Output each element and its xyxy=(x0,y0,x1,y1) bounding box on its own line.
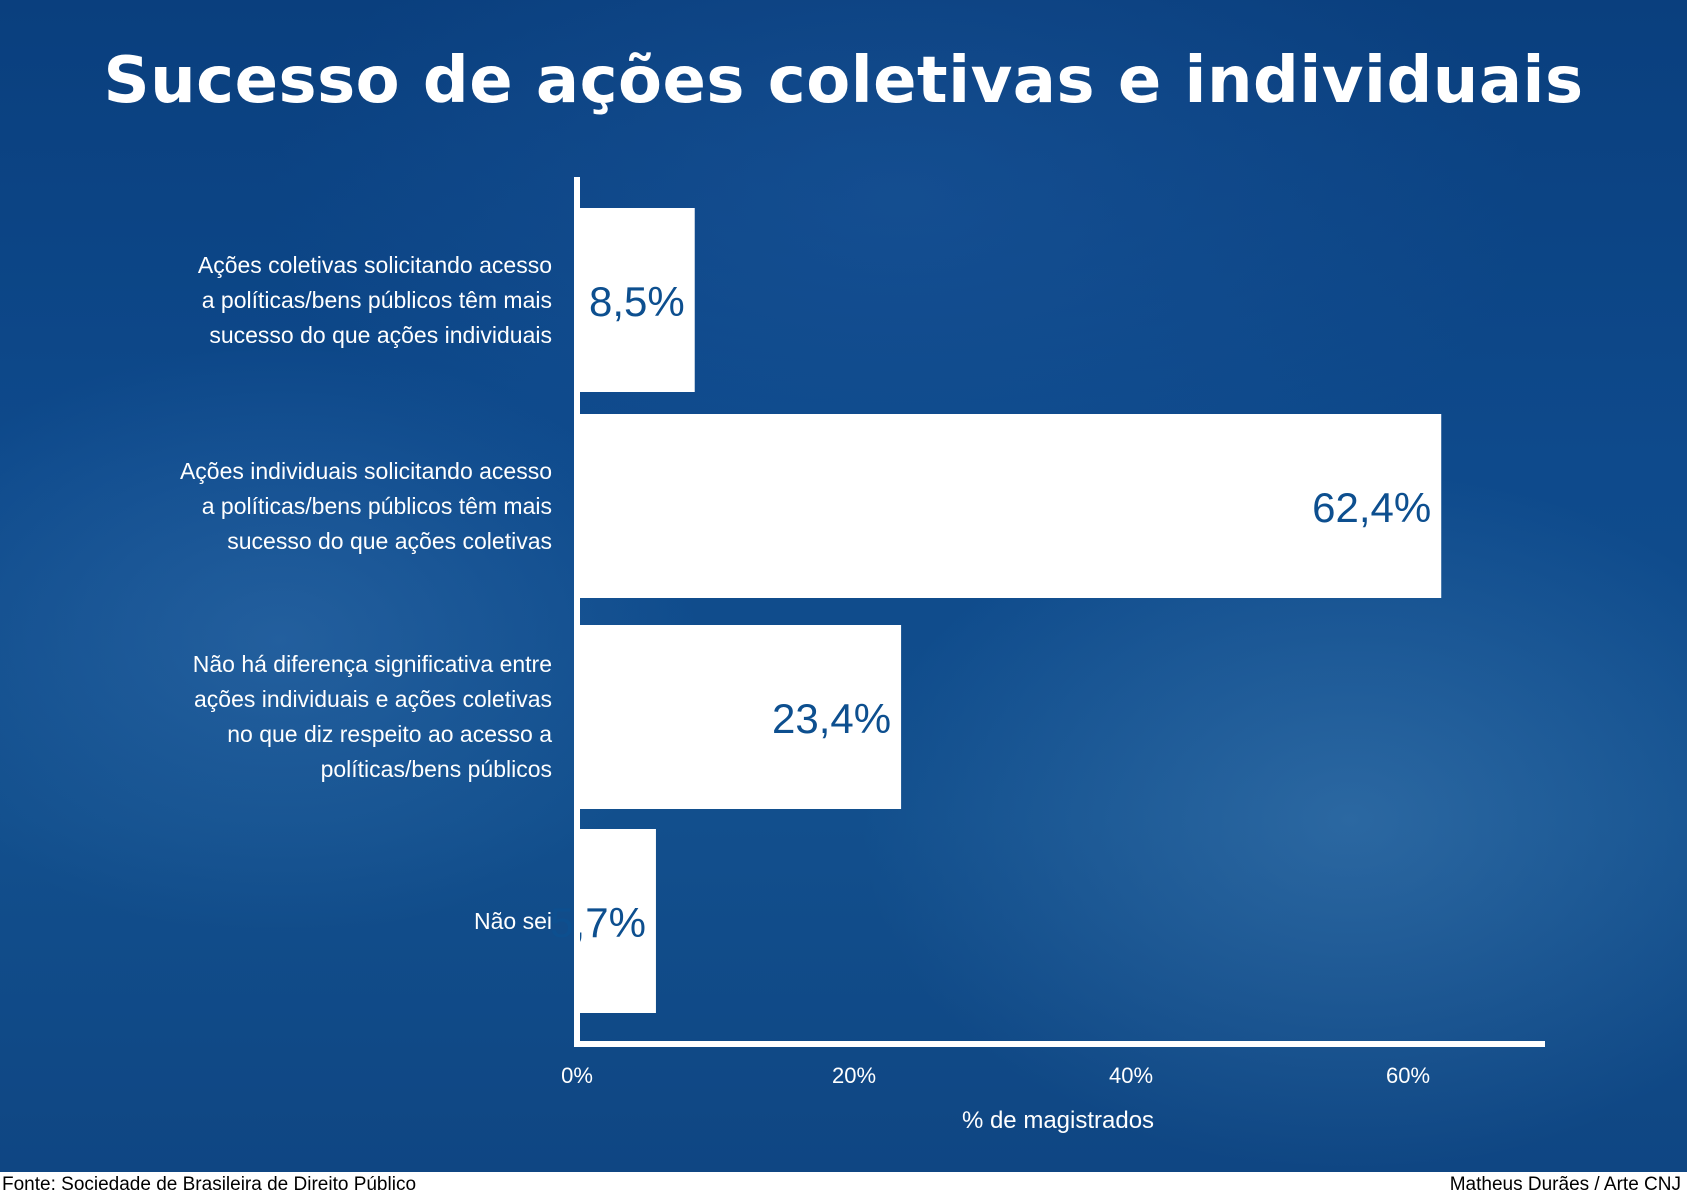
bar-1 xyxy=(577,208,695,392)
category-label-line: sucesso do que ações individuais xyxy=(209,321,552,348)
bar-value-label-4: 5,7% xyxy=(550,899,646,946)
footer-strip xyxy=(0,1172,1687,1200)
category-label-line: no que diz respeito ao acesso a xyxy=(227,721,552,747)
category-label-line: sucesso do que ações coletivas xyxy=(227,527,552,554)
category-label-1: Ações coletivas solicitando acesso a polí… xyxy=(112,248,552,353)
footer-credit: Matheus Durães / Arte CNJ xyxy=(1449,1174,1681,1195)
bar-chart: 8,5% 62,4% 23,4% 5,7% xyxy=(550,177,1545,1047)
x-tick-label-20: 20% xyxy=(831,1063,877,1088)
category-label-line: Não há diferença significativa entre xyxy=(192,651,552,677)
x-tick-label-40: 40% xyxy=(1108,1063,1154,1088)
category-label-line: Ações individuais solicitando acesso xyxy=(179,457,552,484)
bar-3 xyxy=(577,625,902,809)
category-label-2: Ações individuais solicitando acesso a po… xyxy=(112,454,552,559)
x-tick-label-0: 0% xyxy=(561,1063,593,1088)
x-axis-label: % de magistrados xyxy=(961,1107,1155,1134)
category-label-3: Não há diferença significativa entre açõe… xyxy=(112,647,552,787)
axes-layer xyxy=(574,177,1545,1047)
footer-source: Fonte: Sociedade de Brasileira de Direit… xyxy=(2,1174,417,1195)
bars-layer: 8,5% 62,4% 23,4% 5,7% xyxy=(550,208,1442,1013)
category-label-4: Não sei xyxy=(112,904,552,939)
category-label-line: Ações coletivas solicitando acesso xyxy=(197,251,552,278)
bar-4 xyxy=(577,829,656,1013)
bar-2 xyxy=(577,414,1442,598)
category-label-line: a políticas/bens públicos têm mais xyxy=(201,286,552,313)
category-label-line: políticas/bens públicos xyxy=(320,756,552,782)
bar-value-label-3: 23,4% xyxy=(772,695,891,742)
bar-value-label-2: 62,4% xyxy=(1312,484,1431,531)
bar-value-label-1: 8,5% xyxy=(589,278,685,325)
chart-title: Sucesso de ações coletivas e individuais xyxy=(103,44,1584,118)
category-label-line: ações individuais e ações coletivas xyxy=(194,686,552,712)
category-label-line: Não sei xyxy=(474,907,552,934)
category-label-line: a políticas/bens públicos têm mais xyxy=(201,492,552,519)
x-tick-label-60: 60% xyxy=(1385,1063,1431,1088)
